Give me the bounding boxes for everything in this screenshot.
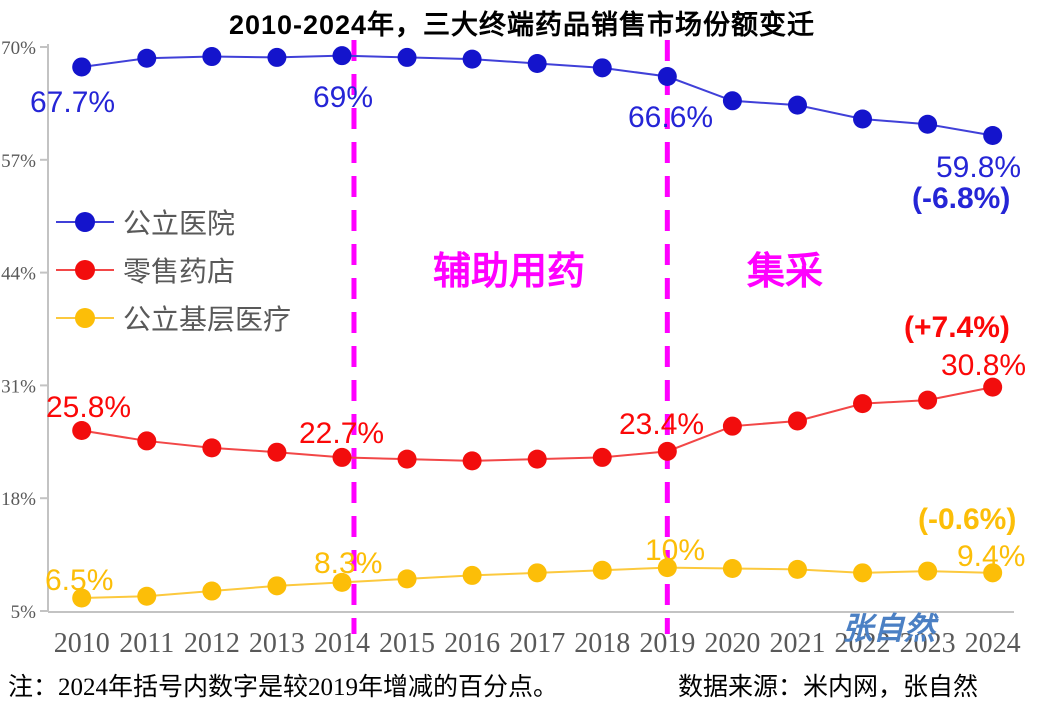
data-point-public-hospital-2011 [137, 48, 157, 68]
data-point-public-hospital-2022 [853, 109, 873, 129]
y-tick-label: 5% [11, 602, 37, 623]
data-point-primary-care-2011 [137, 586, 157, 606]
data-point-primary-care-2023 [918, 561, 938, 581]
data-point-retail-pharmacy-2010 [72, 421, 92, 441]
data-point-public-hospital-2014 [332, 46, 352, 66]
data-point-retail-pharmacy-2017 [527, 449, 547, 469]
data-point-retail-pharmacy-2018 [592, 447, 612, 467]
data-point-primary-care-2012 [202, 581, 222, 601]
x-tick-label: 2011 [119, 628, 174, 659]
data-point-primary-care-2010 [72, 588, 92, 608]
x-tick-label: 2012 [184, 628, 240, 659]
label-public-hospital-2024: 59.8% [936, 151, 1022, 184]
data-point-primary-care-2018 [592, 560, 612, 580]
data-point-primary-care-2024 [983, 563, 1003, 583]
label-primary-care-delta: (-0.6%) [918, 503, 1017, 536]
data-point-retail-pharmacy-2012 [202, 438, 222, 458]
x-tick-label: 2017 [509, 628, 565, 659]
x-tick-label: 2022 [835, 628, 891, 659]
label-retail-pharmacy-2014: 22.7% [299, 417, 385, 450]
data-point-retail-pharmacy-2024 [983, 377, 1003, 397]
label-public-hospital-2019: 66.6% [628, 101, 714, 134]
data-point-public-hospital-2021 [787, 95, 807, 115]
data-point-primary-care-2020 [722, 558, 742, 578]
label-primary-care-2024: 9.4% [957, 540, 1026, 573]
data-point-public-hospital-2018 [592, 58, 612, 78]
legend-item-retail-pharmacy: 零售药店 [56, 255, 235, 288]
data-point-retail-pharmacy-2014 [332, 447, 352, 467]
footnote-source: 数据来源：米内网，张自然 [678, 674, 979, 701]
data-point-primary-care-2021 [787, 559, 807, 579]
event-label-centralized-procurement: 集采 [747, 251, 824, 293]
label-retail-pharmacy-2024: 30.8% [941, 349, 1027, 382]
data-point-public-hospital-2017 [527, 53, 547, 73]
data-point-retail-pharmacy-2020 [722, 416, 742, 436]
legend-item-primary-care: 公立基层医疗 [56, 303, 291, 336]
y-tick-label: 18% [1, 489, 36, 510]
label-retail-pharmacy-2019: 23.4% [619, 408, 705, 441]
data-point-primary-care-2015 [397, 569, 417, 589]
legend-marker-public-hospital-icon [56, 212, 114, 232]
label-public-hospital-2010: 67.7% [30, 86, 116, 119]
x-tick-label: 2013 [249, 628, 305, 659]
watermark: 张自然 [842, 611, 935, 646]
label-public-hospital-delta: (-6.8%) [912, 182, 1011, 215]
data-point-retail-pharmacy-2011 [137, 431, 157, 451]
x-tick-label: 2014 [314, 628, 370, 659]
x-tick-label: 2021 [769, 628, 825, 659]
data-point-public-hospital-2024 [983, 126, 1003, 146]
x-tick-label: 2018 [574, 628, 630, 659]
data-point-public-hospital-2013 [267, 47, 287, 67]
legend-label-primary-care: 公立基层医疗 [123, 305, 292, 336]
x-tick-label: 2015 [379, 628, 435, 659]
legend-label-retail-pharmacy: 零售药店 [123, 257, 236, 288]
legend-item-public-hospital: 公立医院 [56, 207, 235, 240]
y-tick-label: 31% [1, 376, 36, 397]
data-point-public-hospital-2019 [657, 67, 677, 87]
data-point-retail-pharmacy-2016 [462, 451, 482, 471]
label-primary-care-2019: 10% [645, 534, 706, 567]
data-point-retail-pharmacy-2022 [853, 394, 873, 414]
data-point-public-hospital-2016 [462, 49, 482, 69]
data-point-primary-care-2016 [462, 565, 482, 585]
data-point-retail-pharmacy-2019 [657, 441, 677, 461]
legend-marker-primary-care-icon [56, 308, 114, 328]
label-retail-pharmacy-2010: 25.8% [46, 391, 132, 424]
y-tick-label: 44% [1, 264, 36, 285]
label-primary-care-2014: 8.3% [314, 547, 383, 580]
y-tick-label: 70% [1, 38, 36, 59]
data-point-primary-care-2013 [267, 576, 287, 596]
legend-marker-retail-pharmacy-icon [56, 260, 114, 280]
chart-title: 2010-2024年，三大终端药品销售市场份额变迁 [228, 10, 816, 40]
x-tick-label: 2023 [900, 628, 956, 659]
data-point-primary-care-2014 [332, 572, 352, 592]
data-point-public-hospital-2012 [202, 47, 222, 67]
label-retail-pharmacy-delta: (+7.4%) [904, 311, 1010, 344]
data-point-retail-pharmacy-2013 [267, 442, 287, 462]
data-point-retail-pharmacy-2023 [918, 390, 938, 410]
label-public-hospital-2014: 69% [313, 81, 374, 114]
data-point-retail-pharmacy-2021 [787, 411, 807, 431]
data-point-primary-care-2017 [527, 563, 547, 583]
data-point-public-hospital-2020 [722, 91, 742, 111]
data-point-retail-pharmacy-2015 [397, 449, 417, 469]
data-point-primary-care-2022 [853, 563, 873, 583]
event-label-adjuvant-drugs: 辅助用药 [433, 251, 586, 293]
x-tick-label: 2016 [444, 628, 500, 659]
footnote-note: 注：2024年括号内数字是较2019年增减的百分点。 [8, 674, 559, 701]
y-tick-label: 57% [1, 151, 36, 172]
x-tick-label: 2020 [704, 628, 760, 659]
x-tick-label: 2010 [54, 628, 110, 659]
legend-label-public-hospital: 公立医院 [123, 209, 236, 240]
x-tick-label: 2024 [965, 628, 1021, 659]
data-point-public-hospital-2010 [72, 57, 92, 77]
data-point-primary-care-2019 [657, 558, 677, 578]
data-point-public-hospital-2023 [918, 114, 938, 134]
label-primary-care-2010: 6.5% [45, 564, 114, 597]
data-point-public-hospital-2015 [397, 47, 417, 67]
